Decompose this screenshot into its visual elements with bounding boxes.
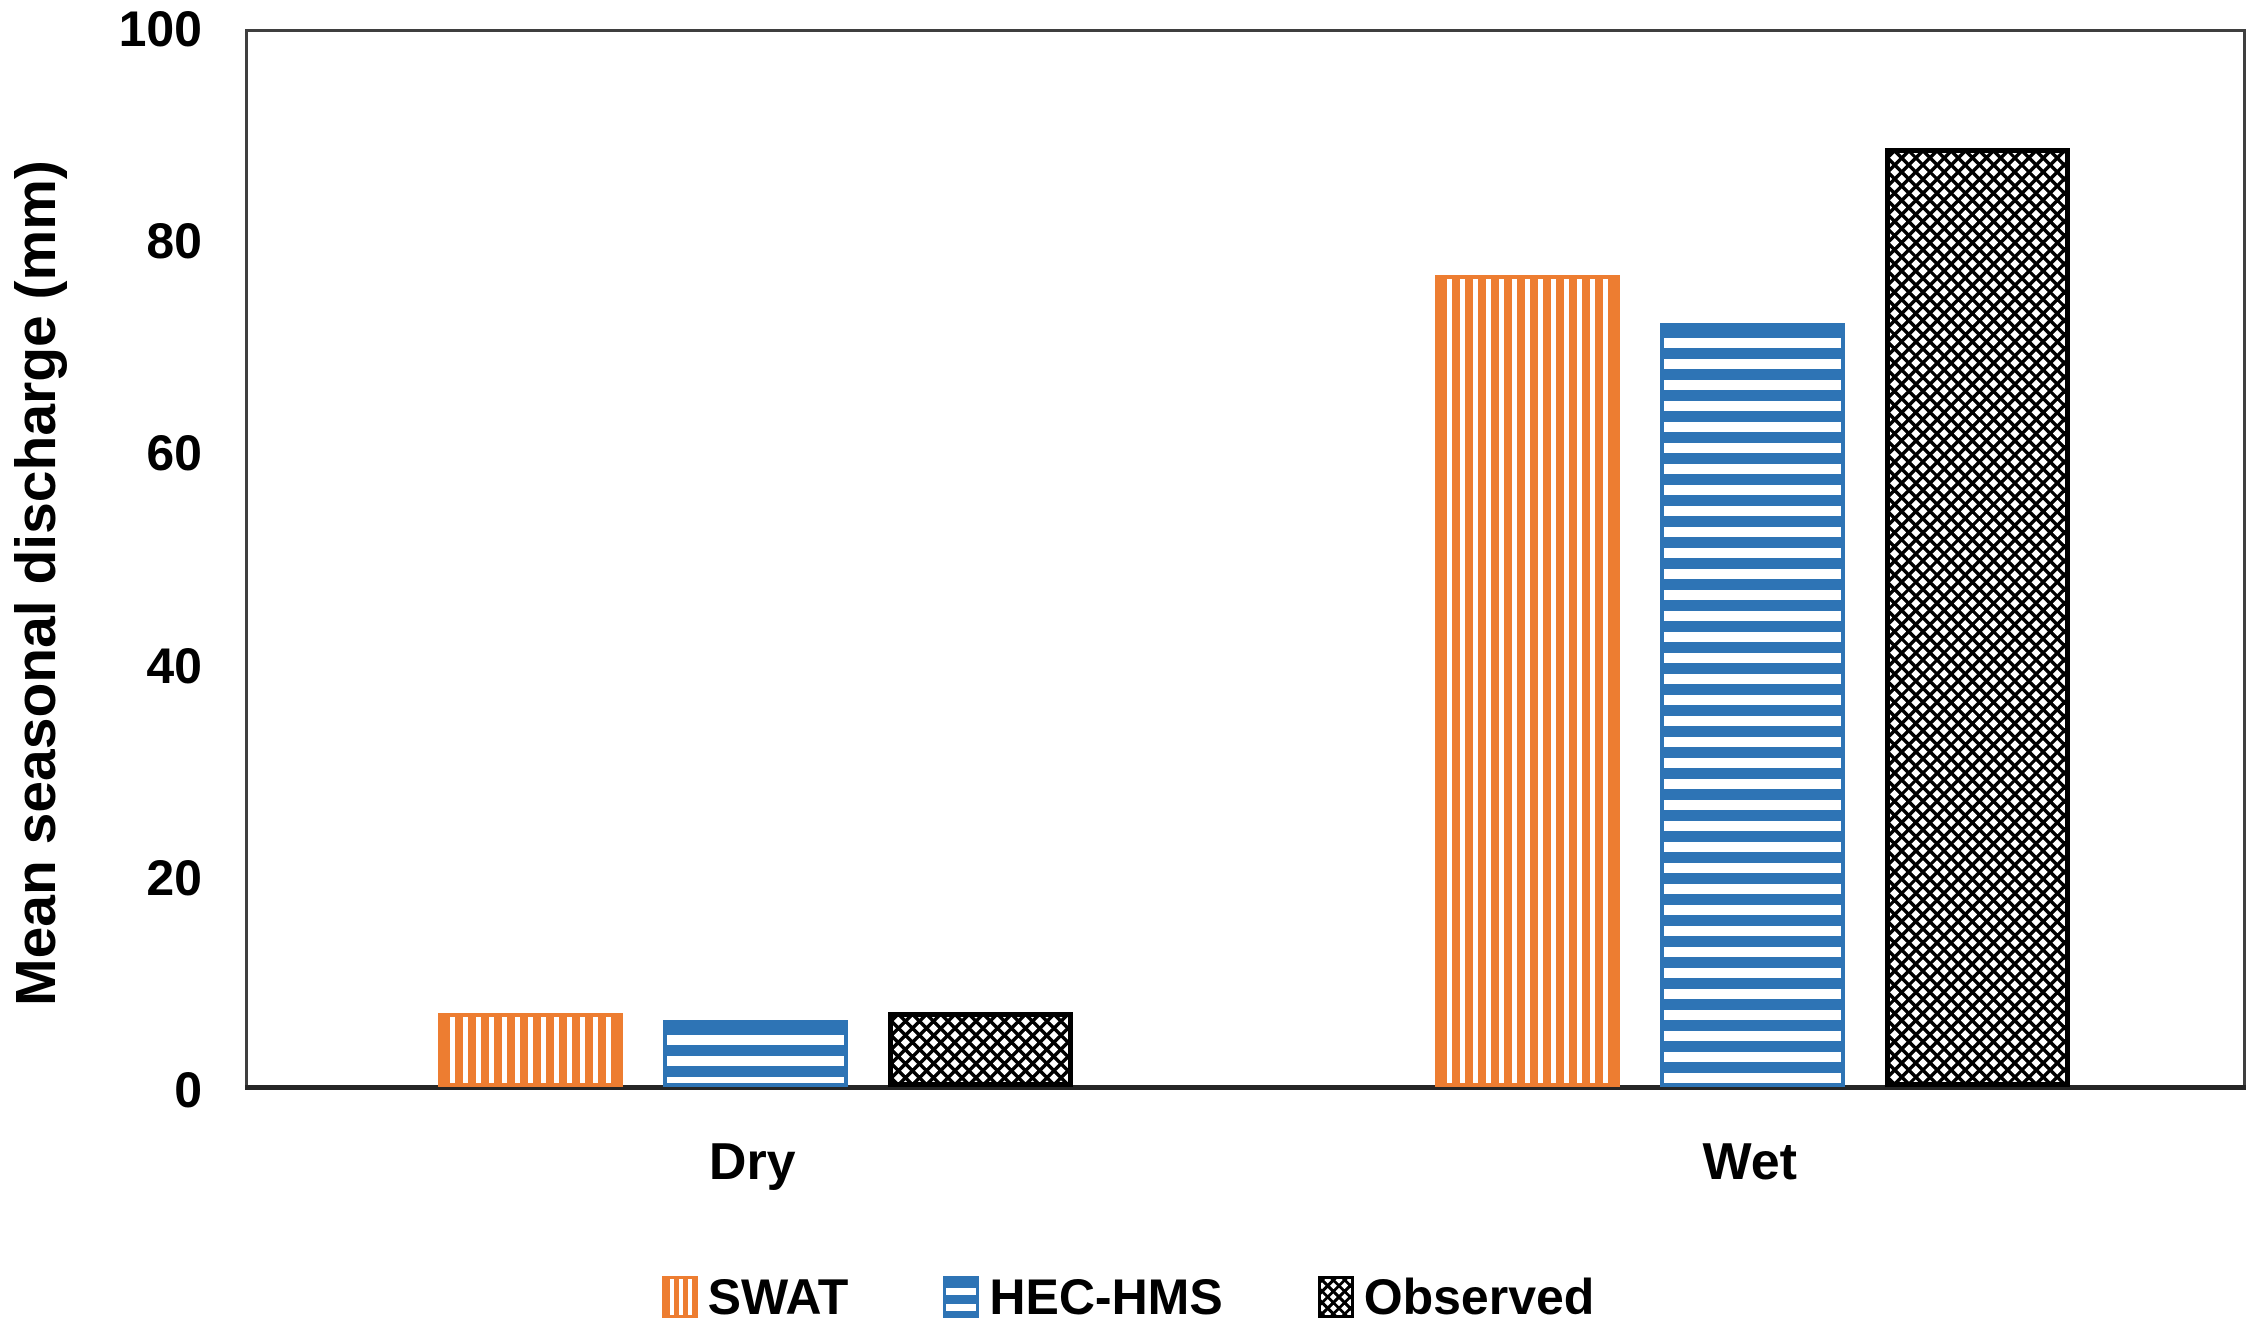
- bar-hec-hms-dry: [662, 1020, 848, 1087]
- plot-area: [245, 29, 2246, 1090]
- y-tick-label: 40: [146, 637, 202, 694]
- y-tick-label: 0: [174, 1062, 202, 1118]
- y-tick-label: 20: [146, 849, 202, 906]
- bar-hec-hms-wet: [1660, 323, 1846, 1087]
- legend-swatch-icon: [943, 1276, 980, 1318]
- x-axis-line: [245, 1085, 2246, 1090]
- legend-item-observed: Observed: [1317, 1268, 1595, 1326]
- legend-label: Observed: [1363, 1269, 1595, 1325]
- legend-label: SWAT: [707, 1269, 849, 1325]
- legend-swatch-icon: [661, 1276, 698, 1318]
- legend-label: HEC-HMS: [989, 1269, 1223, 1325]
- bar-observed-wet: [1885, 148, 2071, 1087]
- legend-item-swat: SWAT: [661, 1268, 849, 1326]
- bar-swat-wet: [1435, 275, 1621, 1087]
- x-category-label-dry: Dry: [708, 1133, 796, 1191]
- bar-observed-dry: [887, 1011, 1073, 1087]
- legend-swatch-icon: [1317, 1276, 1354, 1318]
- legend: SWAT HEC-HMS Observed: [0, 1262, 2256, 1332]
- y-tick-label: 60: [146, 425, 202, 482]
- bar-swat-dry: [437, 1012, 623, 1087]
- y-tick-label: 100: [118, 1, 202, 57]
- y-tick-label: 80: [146, 213, 202, 270]
- x-category-label-wet: Wet: [1702, 1133, 1797, 1191]
- legend-item-hec-hms: HEC-HMS: [943, 1268, 1223, 1326]
